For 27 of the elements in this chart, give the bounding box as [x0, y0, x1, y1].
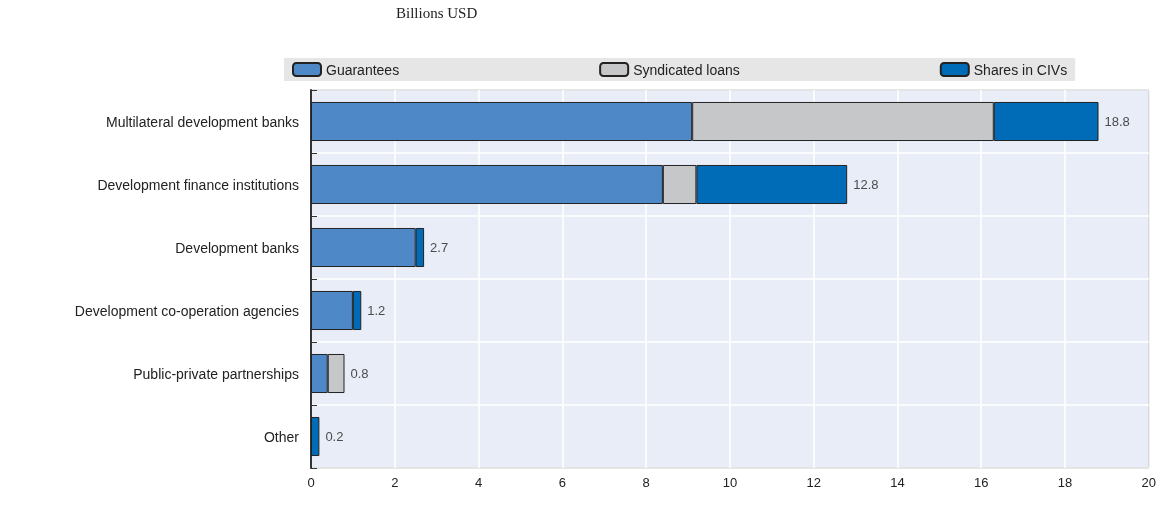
y-tick-label: Multilateral development banks — [106, 113, 299, 130]
x-tick-label: 20 — [1141, 475, 1156, 490]
x-tick-label: 10 — [722, 475, 738, 490]
y-tick-label: Development finance institutions — [97, 176, 299, 193]
y-tick-label: Development banks — [175, 239, 299, 256]
legend-label: Guarantees — [326, 61, 400, 78]
x-tick-label: 4 — [474, 475, 483, 490]
y-tick-label: Development co-operation agencies — [74, 302, 299, 319]
total-label: 1.2 — [367, 303, 386, 318]
x-tick-label: 14 — [890, 475, 905, 490]
y-tick-label: Public-private partnerships — [133, 365, 299, 382]
legend-label: Shares in CIVs — [973, 61, 1068, 78]
legend-label: Syndicated loans — [633, 61, 740, 78]
total-label: 12.8 — [853, 177, 879, 192]
x-tick-label: 12 — [806, 475, 821, 490]
total-label: 18.8 — [1104, 114, 1130, 129]
x-tick-label: 16 — [973, 475, 989, 490]
x-tick-label: 2 — [391, 475, 399, 490]
x-tick-label: 6 — [558, 475, 566, 490]
x-tick-label: 8 — [642, 475, 650, 490]
total-label: 2.7 — [430, 240, 449, 255]
x-tick-label: 0 — [307, 475, 315, 490]
total-label: 0.8 — [350, 366, 369, 381]
y-tick-label: Other — [263, 428, 300, 445]
total-label: 0.2 — [325, 429, 344, 444]
x-tick-label: 18 — [1057, 475, 1073, 490]
bar — [311, 416, 320, 457]
